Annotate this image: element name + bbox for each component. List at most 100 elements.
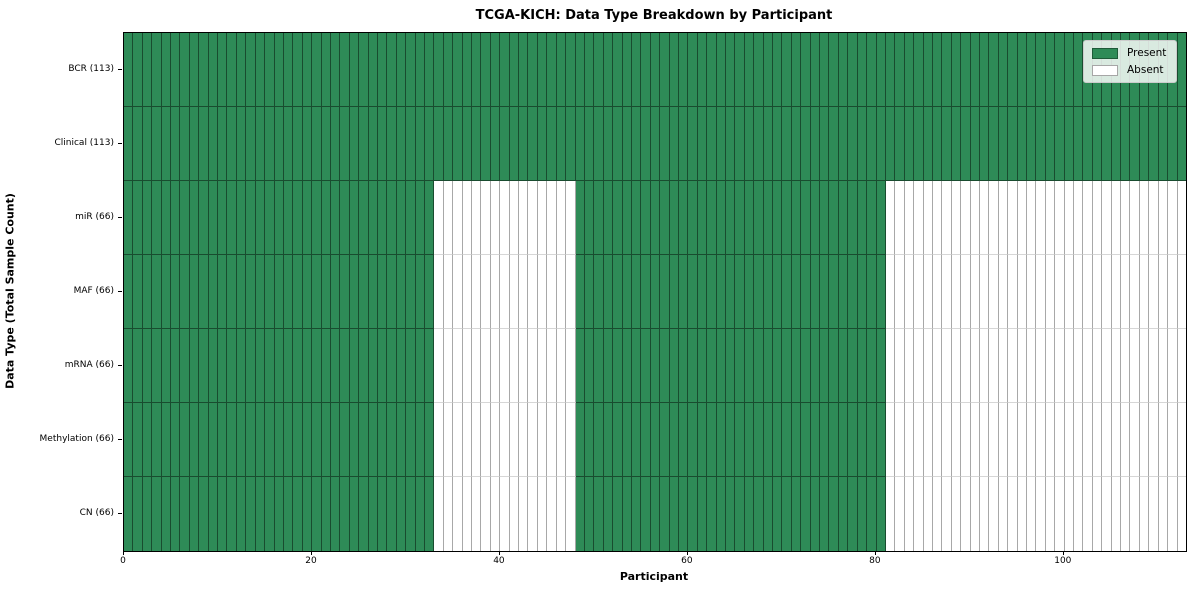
heatmap-cell-present <box>829 107 839 181</box>
heatmap-cell-absent <box>547 255 557 329</box>
heatmap-cell-present <box>791 403 802 477</box>
heatmap-cell-present <box>754 33 764 107</box>
heatmap-cell-absent <box>1045 403 1056 477</box>
heatmap-cell-present <box>867 33 877 107</box>
heatmap-cell-present <box>1055 33 1065 107</box>
heatmap-cell-absent <box>1092 477 1103 551</box>
y-tick-mark <box>118 291 122 292</box>
heatmap-cell-present <box>744 107 755 181</box>
heatmap-cell-present <box>321 33 331 107</box>
heatmap-cell-absent <box>434 181 444 255</box>
heatmap-cell-absent <box>1064 181 1075 255</box>
heatmap-cell-present <box>641 33 651 107</box>
heatmap-cell-present <box>697 477 708 551</box>
legend-swatch-icon <box>1092 64 1118 76</box>
heatmap-cell-present <box>622 107 632 181</box>
heatmap-cell-absent <box>1139 403 1150 477</box>
heatmap-cell-absent <box>923 477 933 551</box>
heatmap-cell-present <box>951 107 962 181</box>
heatmap-cell-absent <box>1177 329 1186 403</box>
heatmap-cell-present <box>124 477 134 551</box>
heatmap-cell-present <box>396 181 407 255</box>
heatmap-cell-present <box>377 477 388 551</box>
heatmap-cell-present <box>377 255 388 329</box>
heatmap-cell-present <box>1111 107 1122 181</box>
heatmap-cell-absent <box>490 181 501 255</box>
heatmap-cell-present <box>1074 107 1084 181</box>
heatmap-cell-present <box>528 33 538 107</box>
heatmap-cell-absent <box>989 255 999 329</box>
heatmap-cell-absent <box>1008 329 1018 403</box>
heatmap-cell-present <box>914 107 924 181</box>
heatmap-cell-present <box>707 329 717 403</box>
heatmap-cell-absent <box>1083 181 1093 255</box>
heatmap-cell-present <box>707 403 717 477</box>
heatmap-cell-present <box>368 477 378 551</box>
heatmap-cell-present <box>199 181 209 255</box>
heatmap-cell-absent <box>1055 477 1065 551</box>
heatmap-cell-absent <box>895 255 905 329</box>
heatmap-cell-present <box>678 181 689 255</box>
heatmap-cell-present <box>161 477 172 551</box>
heatmap-cell-absent <box>1017 329 1027 403</box>
heatmap-cell-present <box>613 477 623 551</box>
heatmap-cell-present <box>340 403 350 477</box>
heatmap-cell-present <box>622 329 632 403</box>
heatmap-cell-absent <box>1083 477 1093 551</box>
heatmap-cell-absent <box>453 255 463 329</box>
heatmap-cell-present <box>481 107 491 181</box>
heatmap-cell-absent <box>481 181 491 255</box>
heatmap-cell-present <box>791 255 802 329</box>
heatmap-cell-present <box>199 329 209 403</box>
heatmap-cell-present <box>867 107 877 181</box>
heatmap-cell-present <box>867 403 877 477</box>
heatmap-cell-present <box>161 33 172 107</box>
heatmap-cell-present <box>613 329 623 403</box>
heatmap-cell-present <box>368 329 378 403</box>
heatmap-cell-present <box>462 33 473 107</box>
heatmap-cell-absent <box>942 477 952 551</box>
heatmap-cell-absent <box>1045 477 1056 551</box>
heatmap-cell-present <box>660 33 670 107</box>
heatmap-cell-present <box>716 33 726 107</box>
heatmap-cell-present <box>161 255 172 329</box>
heatmap-cell-present <box>820 33 830 107</box>
heatmap-cell-present <box>848 477 858 551</box>
heatmap-cell-absent <box>1017 477 1027 551</box>
x-tick-mark <box>310 551 312 555</box>
y-tick-mark <box>118 365 122 366</box>
heatmap-cell-present <box>838 403 849 477</box>
heatmap-cell-absent <box>519 477 529 551</box>
heatmap-cell-present <box>631 181 642 255</box>
heatmap-cell-present <box>425 403 435 477</box>
heatmap-cell-present <box>227 403 237 477</box>
heatmap-cell-present <box>867 329 877 403</box>
heatmap-cell-present <box>368 107 378 181</box>
heatmap-cell-present <box>603 329 614 403</box>
heatmap-cell-absent <box>1121 255 1131 329</box>
heatmap-cell-present <box>603 255 614 329</box>
heatmap-cell-present <box>396 255 407 329</box>
heatmap-cell-absent <box>1149 477 1159 551</box>
heatmap-cell-present <box>519 107 529 181</box>
heatmap-cell-present <box>603 33 614 107</box>
heatmap-cell-absent <box>1102 255 1112 329</box>
heatmap-cell-present <box>265 107 275 181</box>
heatmap-cell-present <box>406 107 416 181</box>
heatmap-cell-present <box>584 33 595 107</box>
heatmap-cell-present <box>180 329 190 403</box>
heatmap-cell-present <box>829 329 839 403</box>
heatmap-cell-present <box>801 107 811 181</box>
heatmap-cell-present <box>660 107 670 181</box>
heatmap-cell-present <box>707 33 717 107</box>
heatmap-cell-present <box>1064 33 1075 107</box>
heatmap-cell-present <box>462 107 473 181</box>
heatmap-cell-present <box>124 329 134 403</box>
heatmap-cell-absent <box>1158 255 1169 329</box>
heatmap-cell-absent <box>942 329 952 403</box>
heatmap-cell-absent <box>1083 403 1093 477</box>
heatmap-cell-present <box>283 477 294 551</box>
heatmap-cell-present <box>199 107 209 181</box>
y-tick-label: MAF (66) <box>73 286 114 296</box>
heatmap-cell-present <box>180 255 190 329</box>
